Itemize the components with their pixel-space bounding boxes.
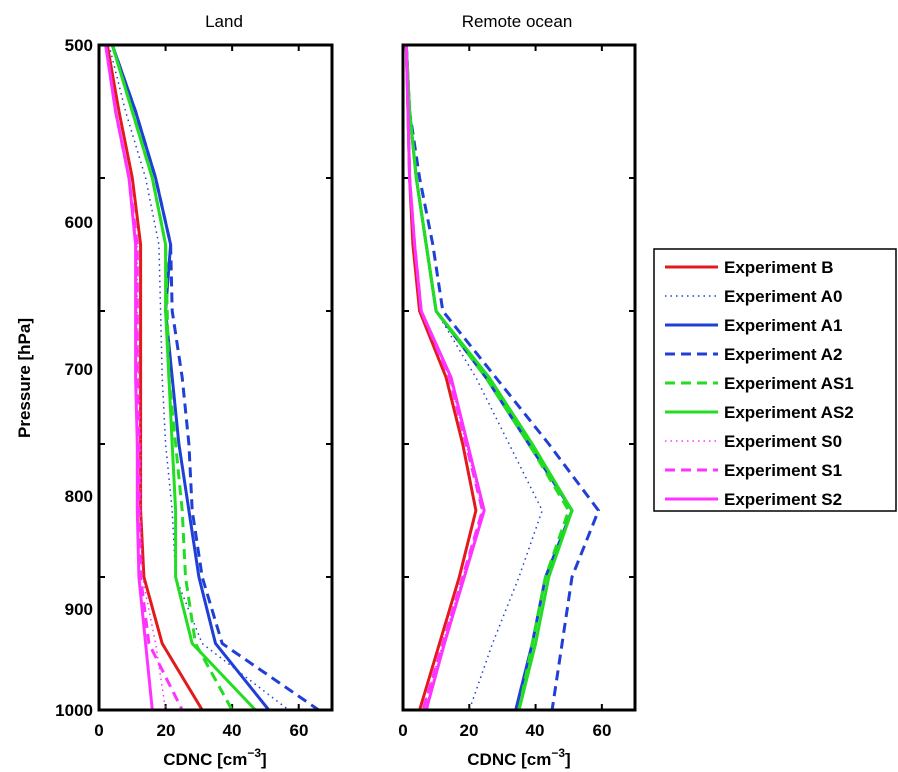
series-line-experiment-s0 bbox=[405, 44, 484, 711]
y-tick-label: 600 bbox=[65, 213, 93, 232]
series-line-experiment-a0 bbox=[405, 44, 544, 711]
x-axis-label: CDNC [cm−3] bbox=[467, 746, 570, 769]
legend: Experiment B Experiment A0 Experiment A1 Ex… bbox=[653, 248, 897, 512]
series-lines bbox=[404, 44, 601, 711]
x-tick-label: 40 bbox=[526, 721, 545, 740]
plot-frame bbox=[401, 43, 637, 712]
x-tick-label: 60 bbox=[593, 721, 612, 740]
tick-marks bbox=[402, 44, 635, 711]
panel-land: Land 500 600 700 800 900 1000 0 20 40 60… bbox=[55, 12, 334, 769]
y-tick-label: 700 bbox=[65, 360, 93, 379]
legend-label-experiment-a0: Experiment A0 bbox=[724, 287, 842, 306]
series-lines bbox=[104, 44, 320, 712]
series-line-experiment-s1 bbox=[404, 44, 485, 711]
series-line-experiment-b bbox=[404, 44, 478, 711]
x-tick-labels: 0 20 40 60 bbox=[398, 721, 611, 740]
panel-title: Remote ocean bbox=[462, 12, 573, 31]
x-axis-label: CDNC [cm−3] bbox=[163, 746, 266, 769]
series-line-experiment-as2 bbox=[110, 44, 257, 712]
series-line-experiment-a2 bbox=[110, 44, 320, 712]
legend-label-experiment-a1: Experiment A1 bbox=[724, 316, 842, 335]
y-tick-label: 900 bbox=[65, 600, 93, 619]
series-line-experiment-s2 bbox=[404, 44, 486, 711]
legend-label-experiment-b: Experiment B bbox=[724, 258, 834, 277]
legend-label-experiment-s0: Experiment S0 bbox=[724, 432, 842, 451]
legend-items: Experiment B Experiment A0 Experiment A1 Ex… bbox=[665, 258, 854, 509]
legend-label-experiment-a2: Experiment A2 bbox=[724, 345, 842, 364]
series-line-experiment-b bbox=[105, 44, 204, 711]
legend-label-experiment-as2: Experiment AS2 bbox=[724, 403, 854, 422]
plot-frame bbox=[97, 43, 334, 712]
panel-remote-ocean: Remote ocean 0 20 40 60 CDNC [cm−3] bbox=[398, 12, 637, 769]
y-tick-labels: 500 600 700 800 900 1000 bbox=[55, 36, 93, 720]
series-line-experiment-as2 bbox=[404, 44, 574, 711]
legend-label-experiment-s1: Experiment S1 bbox=[724, 461, 842, 480]
legend-box bbox=[653, 248, 897, 512]
x-tick-label: 60 bbox=[290, 721, 309, 740]
x-tick-labels: 0 20 40 60 bbox=[94, 721, 308, 740]
x-tick-label: 0 bbox=[94, 721, 103, 740]
x-tick-label: 0 bbox=[398, 721, 407, 740]
series-line-experiment-a2 bbox=[404, 44, 601, 711]
y-tick-label: 800 bbox=[65, 487, 93, 506]
series-line-experiment-s2 bbox=[104, 44, 154, 711]
legend-label-experiment-as1: Experiment AS1 bbox=[724, 374, 854, 393]
x-tick-label: 20 bbox=[157, 721, 176, 740]
legend-label-experiment-s2: Experiment S2 bbox=[724, 490, 842, 509]
tick-marks bbox=[98, 44, 332, 711]
y-axis-label: Pressure [hPa] bbox=[15, 318, 34, 438]
x-tick-label: 20 bbox=[460, 721, 479, 740]
y-tick-label: 1000 bbox=[55, 701, 93, 720]
y-tick-label: 500 bbox=[65, 36, 93, 55]
panel-title: Land bbox=[205, 12, 243, 31]
series-line-experiment-as1 bbox=[404, 44, 571, 711]
x-tick-label: 40 bbox=[223, 721, 242, 740]
